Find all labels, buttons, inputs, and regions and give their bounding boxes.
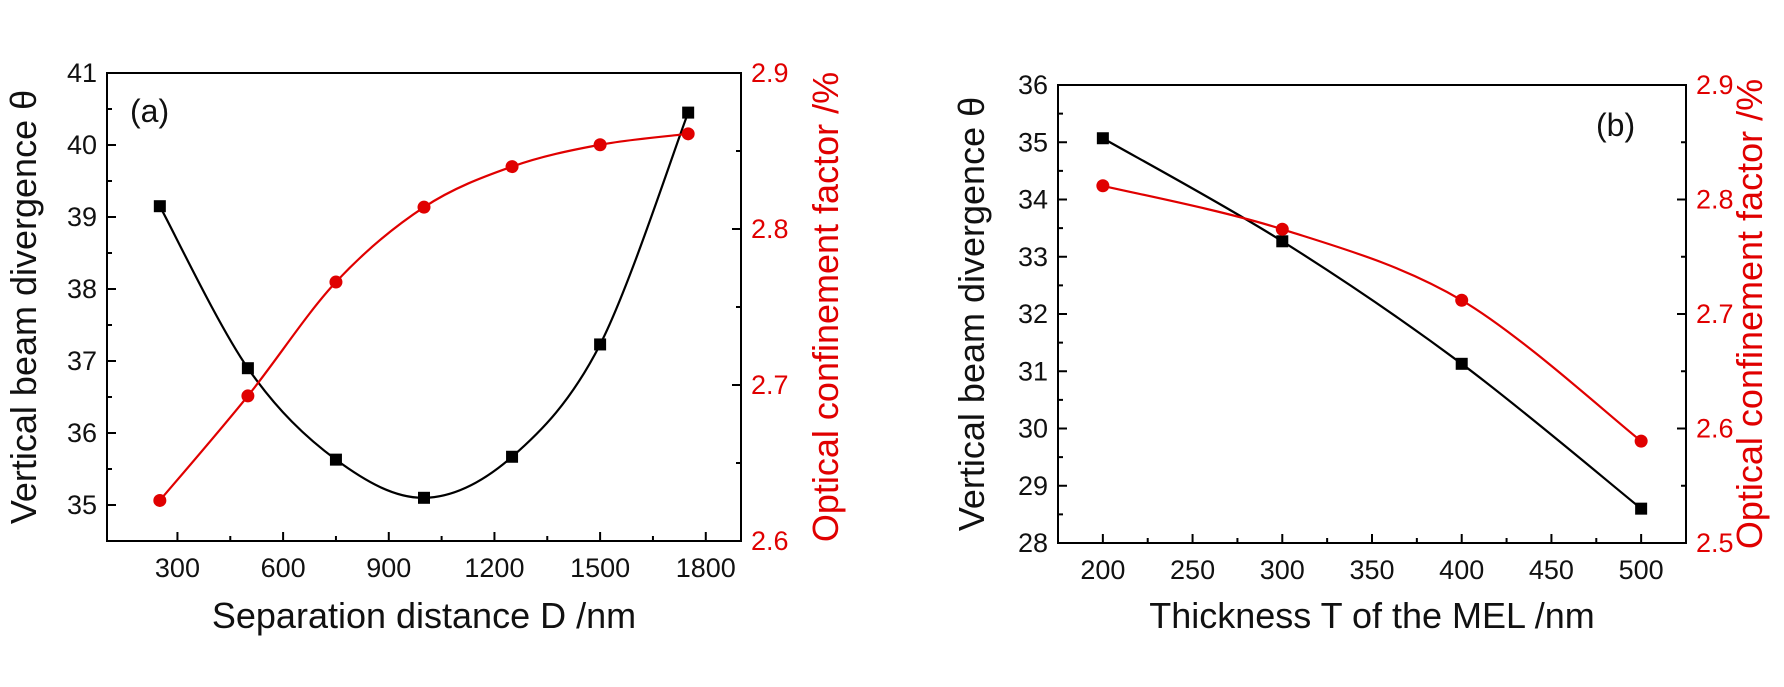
x-tick-label: 1200 <box>464 553 524 583</box>
panel-label: (a) <box>130 93 169 129</box>
x-tick-label: 400 <box>1439 555 1484 585</box>
x-tick-label: 900 <box>366 553 411 583</box>
data-point-circle <box>1455 293 1469 307</box>
data-point-circle <box>417 200 431 214</box>
y2-tick-label: 2.6 <box>1696 414 1734 444</box>
data-point-square <box>241 362 254 375</box>
y-axis-left-title: Vertical beam divergence θ <box>951 97 992 531</box>
y-tick-label: 40 <box>67 130 97 160</box>
y-tick-label: 39 <box>67 202 97 232</box>
x-axis: 300 600 900 1200 1500 1800 <box>155 532 736 583</box>
data-point-circle <box>241 389 255 403</box>
series-group <box>153 106 695 507</box>
x-tick-label: 300 <box>155 553 200 583</box>
x-axis-title: Thickness T of the MEL /nm <box>1149 595 1595 636</box>
y2-tick-label: 2.8 <box>751 214 789 244</box>
x-tick-label: 450 <box>1529 555 1574 585</box>
y2-tick-label: 2.6 <box>751 526 789 556</box>
series-line-right <box>158 132 689 502</box>
y-axis-right-title: Optical confinement factor /% <box>1729 79 1770 549</box>
data-point-square <box>506 450 519 463</box>
y-tick-label: 35 <box>67 490 97 520</box>
data-point-square <box>1635 502 1648 515</box>
data-point-square <box>682 106 695 119</box>
series-line-left <box>158 112 690 499</box>
data-point-circle <box>1275 222 1289 236</box>
x-tick-label: 350 <box>1349 555 1394 585</box>
x-tick-label: 1800 <box>676 553 736 583</box>
data-point-square <box>418 491 430 504</box>
y-axis-left: 28 29 30 31 32 33 34 35 36 <box>1018 70 1067 558</box>
panel-label: (b) <box>1596 107 1635 143</box>
y-tick-label: 32 <box>1018 299 1048 329</box>
chart-panel-a: 300 600 900 1200 1500 1800 35 36 37 38 39 40 41 2.6… <box>3 58 846 636</box>
chart-panel-b: 200 250 300 350 400 450 500 28 29 30 31 32 33 34 35 36… <box>951 70 1770 636</box>
y2-tick-label: 2.8 <box>1696 185 1734 215</box>
y-tick-label: 31 <box>1018 356 1048 386</box>
series-line-right <box>1102 184 1642 442</box>
data-point-circle <box>505 160 519 174</box>
y-tick-label: 38 <box>67 274 97 304</box>
y-axis-right-title: Optical confinement factor /% <box>805 72 846 542</box>
data-point-circle <box>153 493 167 507</box>
series-line-left <box>1102 137 1642 510</box>
y-tick-label: 33 <box>1018 242 1048 272</box>
x-tick-label: 500 <box>1619 555 1664 585</box>
x-axis: 200 250 300 350 400 450 500 <box>1080 534 1664 585</box>
data-point-square <box>1096 132 1109 145</box>
y-axis-left-title: Vertical beam divergence θ <box>3 90 44 524</box>
y-axis-right: 2.5 2.6 2.7 2.8 2.9 <box>1677 70 1734 558</box>
data-point-square <box>594 338 607 351</box>
y-axis-right: 2.6 2.7 2.8 2.9 <box>732 58 789 556</box>
data-point-circle <box>329 275 343 289</box>
y-tick-label: 36 <box>1018 70 1048 100</box>
x-tick-label: 300 <box>1260 555 1305 585</box>
y2-tick-label: 2.9 <box>1696 70 1734 100</box>
data-point-square <box>153 200 166 213</box>
y-tick-label: 30 <box>1018 414 1048 444</box>
y2-tick-label: 2.9 <box>751 58 789 88</box>
y2-tick-label: 2.7 <box>1696 299 1734 329</box>
y-tick-label: 37 <box>67 346 97 376</box>
y-tick-label: 35 <box>1018 127 1048 157</box>
series-group <box>1096 132 1648 515</box>
x-tick-label: 200 <box>1080 555 1125 585</box>
data-point-circle <box>593 138 607 152</box>
x-tick-label: 600 <box>261 553 306 583</box>
data-point-circle <box>681 127 695 141</box>
x-tick-label: 1500 <box>570 553 630 583</box>
data-point-square <box>1455 357 1468 370</box>
y-axis-left: 35 36 37 38 39 40 41 <box>67 58 116 520</box>
data-point-square <box>1276 235 1289 248</box>
data-point-circle <box>1096 179 1110 193</box>
y2-tick-label: 2.5 <box>1696 528 1734 558</box>
y-tick-label: 36 <box>67 418 97 448</box>
data-point-circle <box>1634 434 1648 448</box>
x-axis-title: Separation distance D /nm <box>212 595 636 636</box>
data-point-square <box>329 453 342 466</box>
plot-frame <box>1057 84 1687 544</box>
y-tick-label: 34 <box>1018 185 1048 215</box>
x-tick-label: 250 <box>1170 555 1215 585</box>
y-tick-label: 41 <box>67 58 97 88</box>
plot-frame <box>106 72 742 542</box>
y-tick-label: 29 <box>1018 471 1048 501</box>
y2-tick-label: 2.7 <box>751 370 789 400</box>
y-tick-label: 28 <box>1018 528 1048 558</box>
